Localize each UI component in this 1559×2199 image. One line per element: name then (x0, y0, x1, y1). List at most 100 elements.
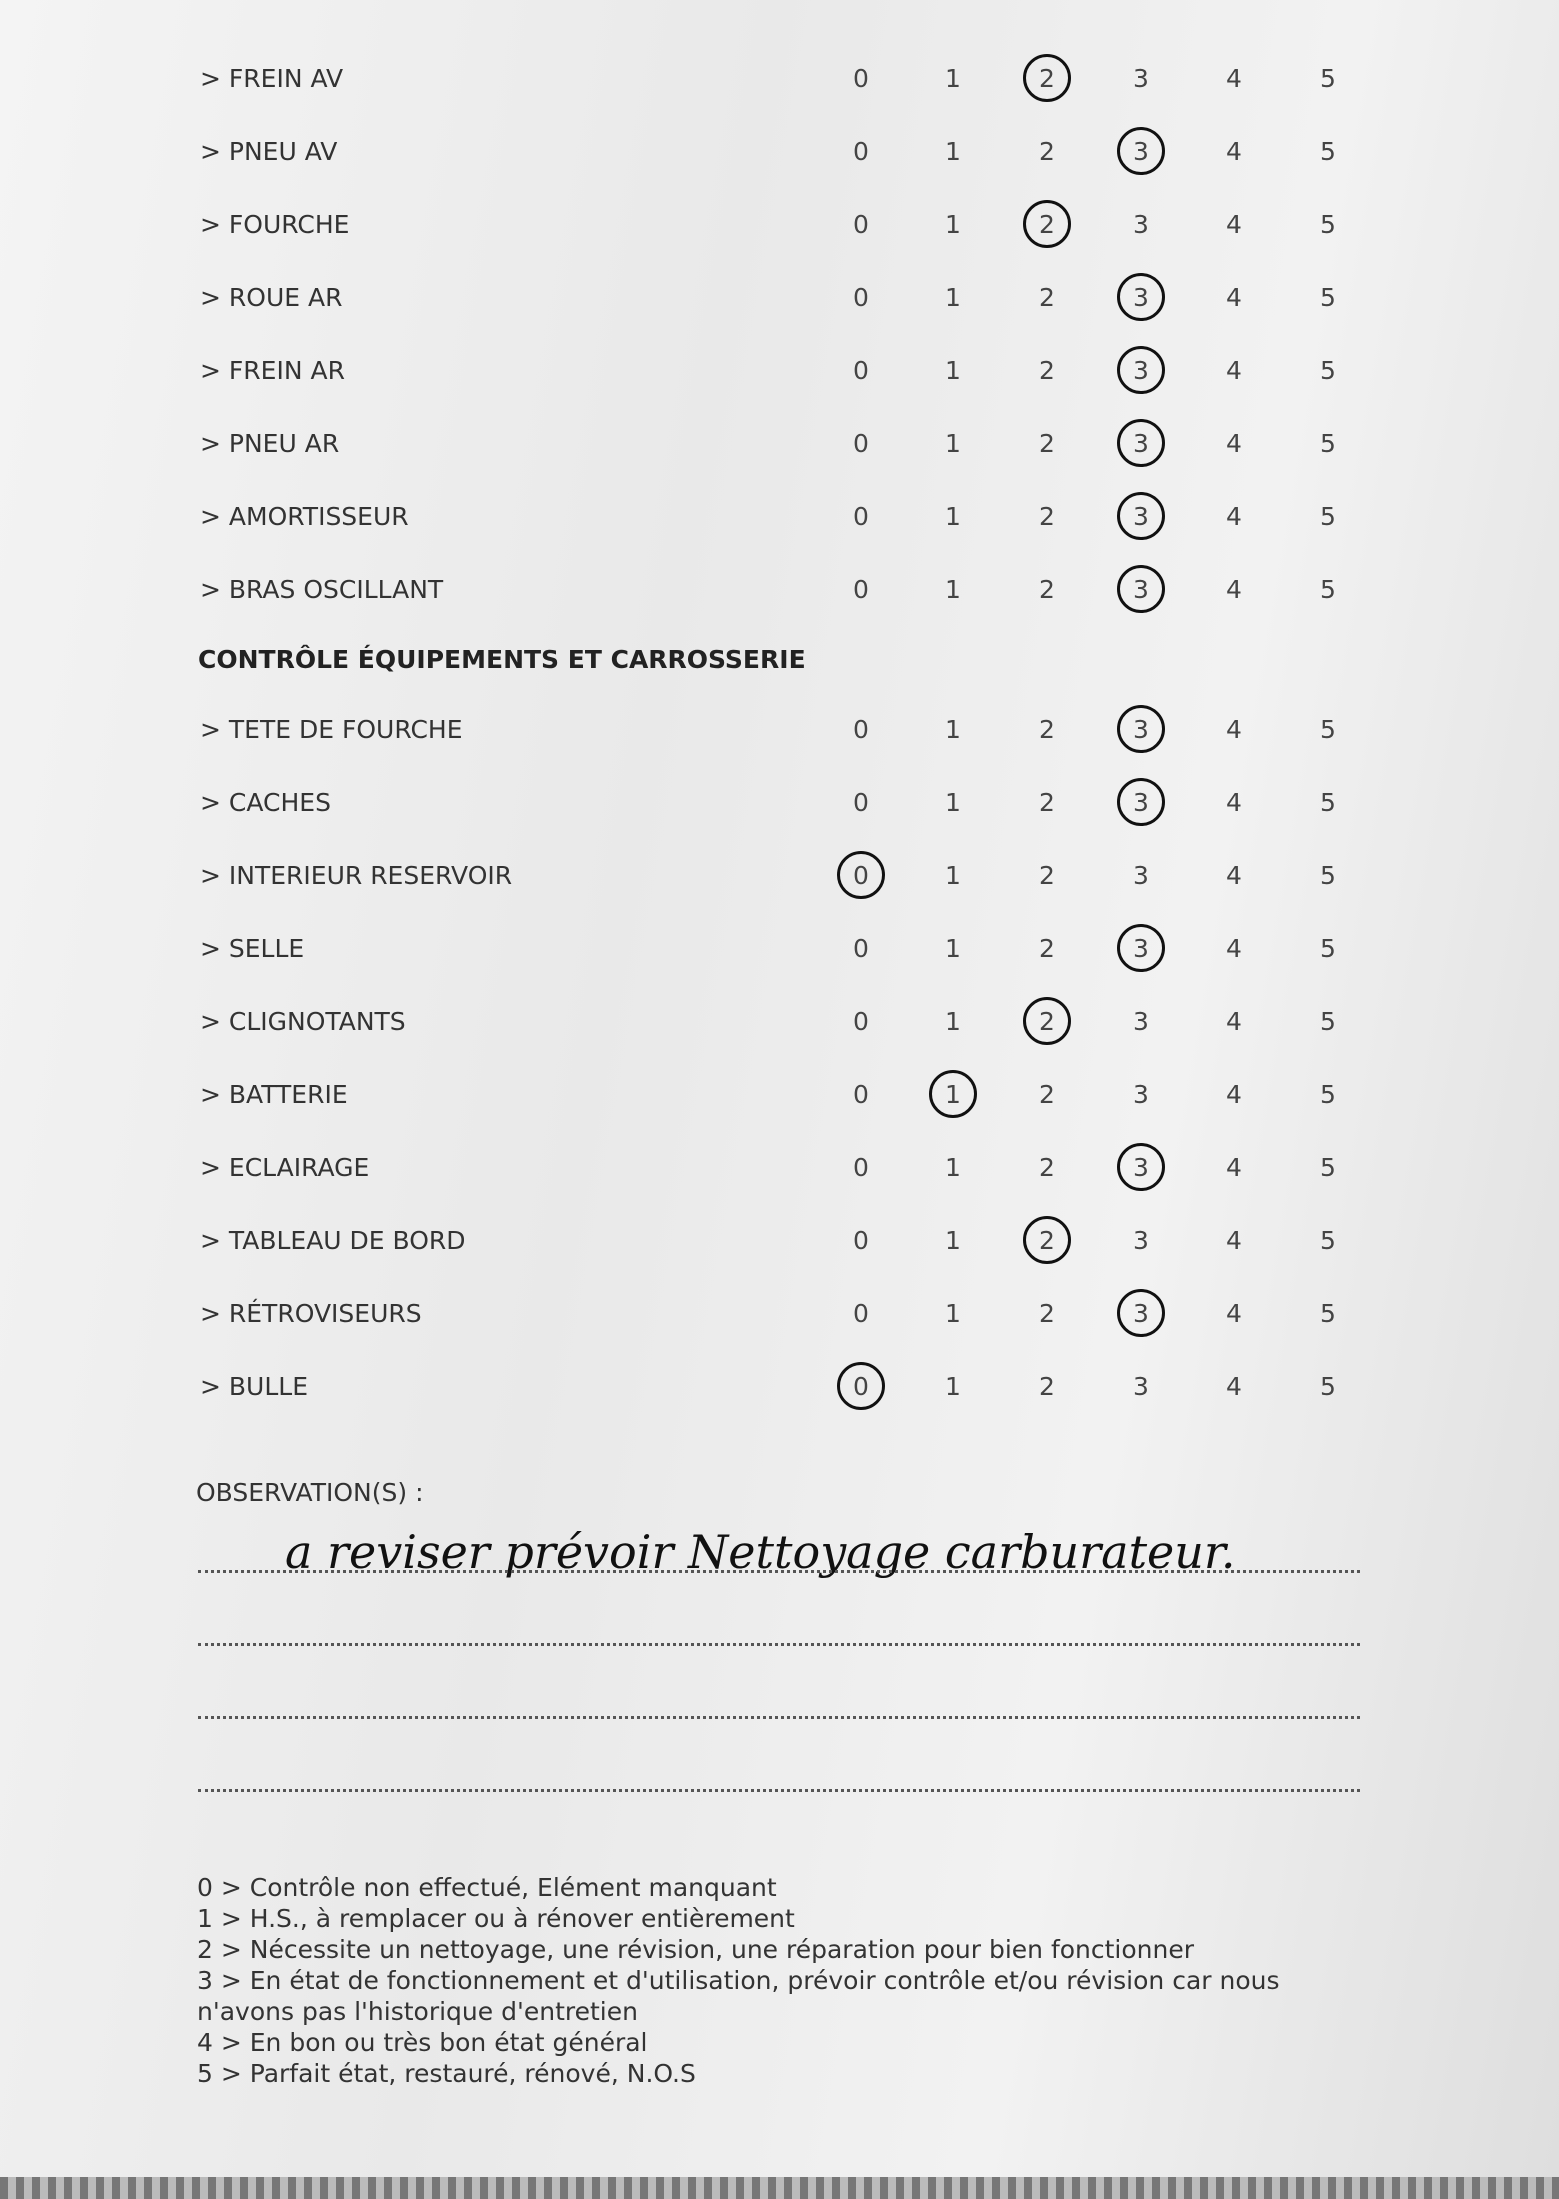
row-label: > PNEU AV (200, 137, 338, 166)
scale-number: 2 (1039, 429, 1055, 458)
legend-line: 5 > Parfait état, restauré, rénové, N.O.… (197, 2059, 696, 2088)
scale-number: 4 (1226, 356, 1242, 385)
row-label: > TETE DE FOURCHE (200, 715, 463, 744)
scale-number: 0 (853, 356, 869, 385)
scale-number: 1 (945, 1226, 961, 1255)
scale-number: 5 (1320, 788, 1336, 817)
legend-line: 4 > En bon ou très bon état général (197, 2028, 648, 2057)
scale-number: 4 (1226, 715, 1242, 744)
scale-number: 3 (1133, 861, 1149, 890)
row-label: > FREIN AR (200, 356, 345, 385)
rating-circle (1117, 492, 1165, 540)
scale-number: 1 (945, 861, 961, 890)
dotted-line (198, 1789, 1360, 1792)
scale-number: 4 (1226, 1226, 1242, 1255)
scale-number: 4 (1226, 1007, 1242, 1036)
binder-edge (0, 2177, 1559, 2199)
rating-circle (1117, 127, 1165, 175)
scale-number: 3 (1133, 1226, 1149, 1255)
scale-number: 5 (1320, 1372, 1336, 1401)
scale-number: 2 (1039, 575, 1055, 604)
scale-number: 4 (1226, 283, 1242, 312)
scale-number: 5 (1320, 1153, 1336, 1182)
scale-number: 5 (1320, 210, 1336, 239)
scale-number: 4 (1226, 1080, 1242, 1109)
scale-number: 2 (1039, 1372, 1055, 1401)
scale-number: 1 (945, 575, 961, 604)
row-label: > ROUE AR (200, 283, 343, 312)
row-label: > INTERIEUR RESERVOIR (200, 861, 513, 890)
legend-line: 3 > En état de fonctionnement et d'utili… (197, 1966, 1280, 2026)
row-label: > CACHES (200, 788, 331, 817)
legend-line: 0 > Contrôle non effectué, Elément manqu… (197, 1873, 777, 1902)
scale-number: 1 (945, 137, 961, 166)
scale-number: 0 (853, 715, 869, 744)
scale-number: 5 (1320, 715, 1336, 744)
scale-number: 0 (853, 137, 869, 166)
scale-number: 4 (1226, 934, 1242, 963)
scale-number: 4 (1226, 64, 1242, 93)
row-label: > BATTERIE (200, 1080, 348, 1109)
scale-number: 3 (1133, 210, 1149, 239)
rating-circle (1117, 1143, 1165, 1191)
scale-number: 2 (1039, 1153, 1055, 1182)
rating-circle (1117, 273, 1165, 321)
scale-number: 5 (1320, 137, 1336, 166)
dotted-line (198, 1643, 1360, 1646)
scale-number: 4 (1226, 1153, 1242, 1182)
scale-number: 3 (1133, 1007, 1149, 1036)
scale-number: 0 (853, 210, 869, 239)
scale-number: 2 (1039, 934, 1055, 963)
scale-number: 3 (1133, 1080, 1149, 1109)
scale-number: 4 (1226, 1299, 1242, 1328)
scale-number: 0 (853, 575, 869, 604)
scale-number: 1 (945, 283, 961, 312)
scale-number: 0 (853, 1226, 869, 1255)
row-label: > BULLE (200, 1372, 308, 1401)
scale-number: 1 (945, 1299, 961, 1328)
scale-number: 5 (1320, 934, 1336, 963)
scale-number: 5 (1320, 1080, 1336, 1109)
scale-number: 4 (1226, 861, 1242, 890)
rating-circle (1023, 200, 1071, 248)
scale-number: 4 (1226, 502, 1242, 531)
scale-number: 2 (1039, 1080, 1055, 1109)
scale-number: 5 (1320, 64, 1336, 93)
scale-number: 2 (1039, 1299, 1055, 1328)
rating-circle (1117, 565, 1165, 613)
scale-number: 5 (1320, 575, 1336, 604)
legend-line: 1 > H.S., à remplacer ou à rénover entiè… (197, 1904, 795, 1933)
row-label: > CLIGNOTANTS (200, 1007, 406, 1036)
scale-number: 4 (1226, 210, 1242, 239)
scale-number: 2 (1039, 861, 1055, 890)
scale-number: 3 (1133, 1372, 1149, 1401)
row-label: > SELLE (200, 934, 305, 963)
scale-number: 0 (853, 283, 869, 312)
rating-circle (1023, 1216, 1071, 1264)
row-label: > FOURCHE (200, 210, 350, 239)
scale-number: 1 (945, 502, 961, 531)
rating-circle (837, 1362, 885, 1410)
scale-number: 1 (945, 788, 961, 817)
scale-number: 5 (1320, 356, 1336, 385)
scale-number: 2 (1039, 502, 1055, 531)
scale-number: 4 (1226, 575, 1242, 604)
scale-number: 0 (853, 1080, 869, 1109)
rating-circle (1117, 924, 1165, 972)
rating-circle (1023, 997, 1071, 1045)
scale-number: 4 (1226, 788, 1242, 817)
dotted-line (198, 1570, 1360, 1573)
scale-number: 0 (853, 429, 869, 458)
scale-number: 0 (853, 934, 869, 963)
scale-number: 2 (1039, 283, 1055, 312)
scale-number: 2 (1039, 788, 1055, 817)
rating-circle (1023, 54, 1071, 102)
row-label: > ECLAIRAGE (200, 1153, 370, 1182)
rating-circle (837, 851, 885, 899)
scale-number: 2 (1039, 137, 1055, 166)
scale-number: 0 (853, 1153, 869, 1182)
scale-number: 5 (1320, 1007, 1336, 1036)
scale-number: 5 (1320, 429, 1336, 458)
scale-number: 5 (1320, 1299, 1336, 1328)
